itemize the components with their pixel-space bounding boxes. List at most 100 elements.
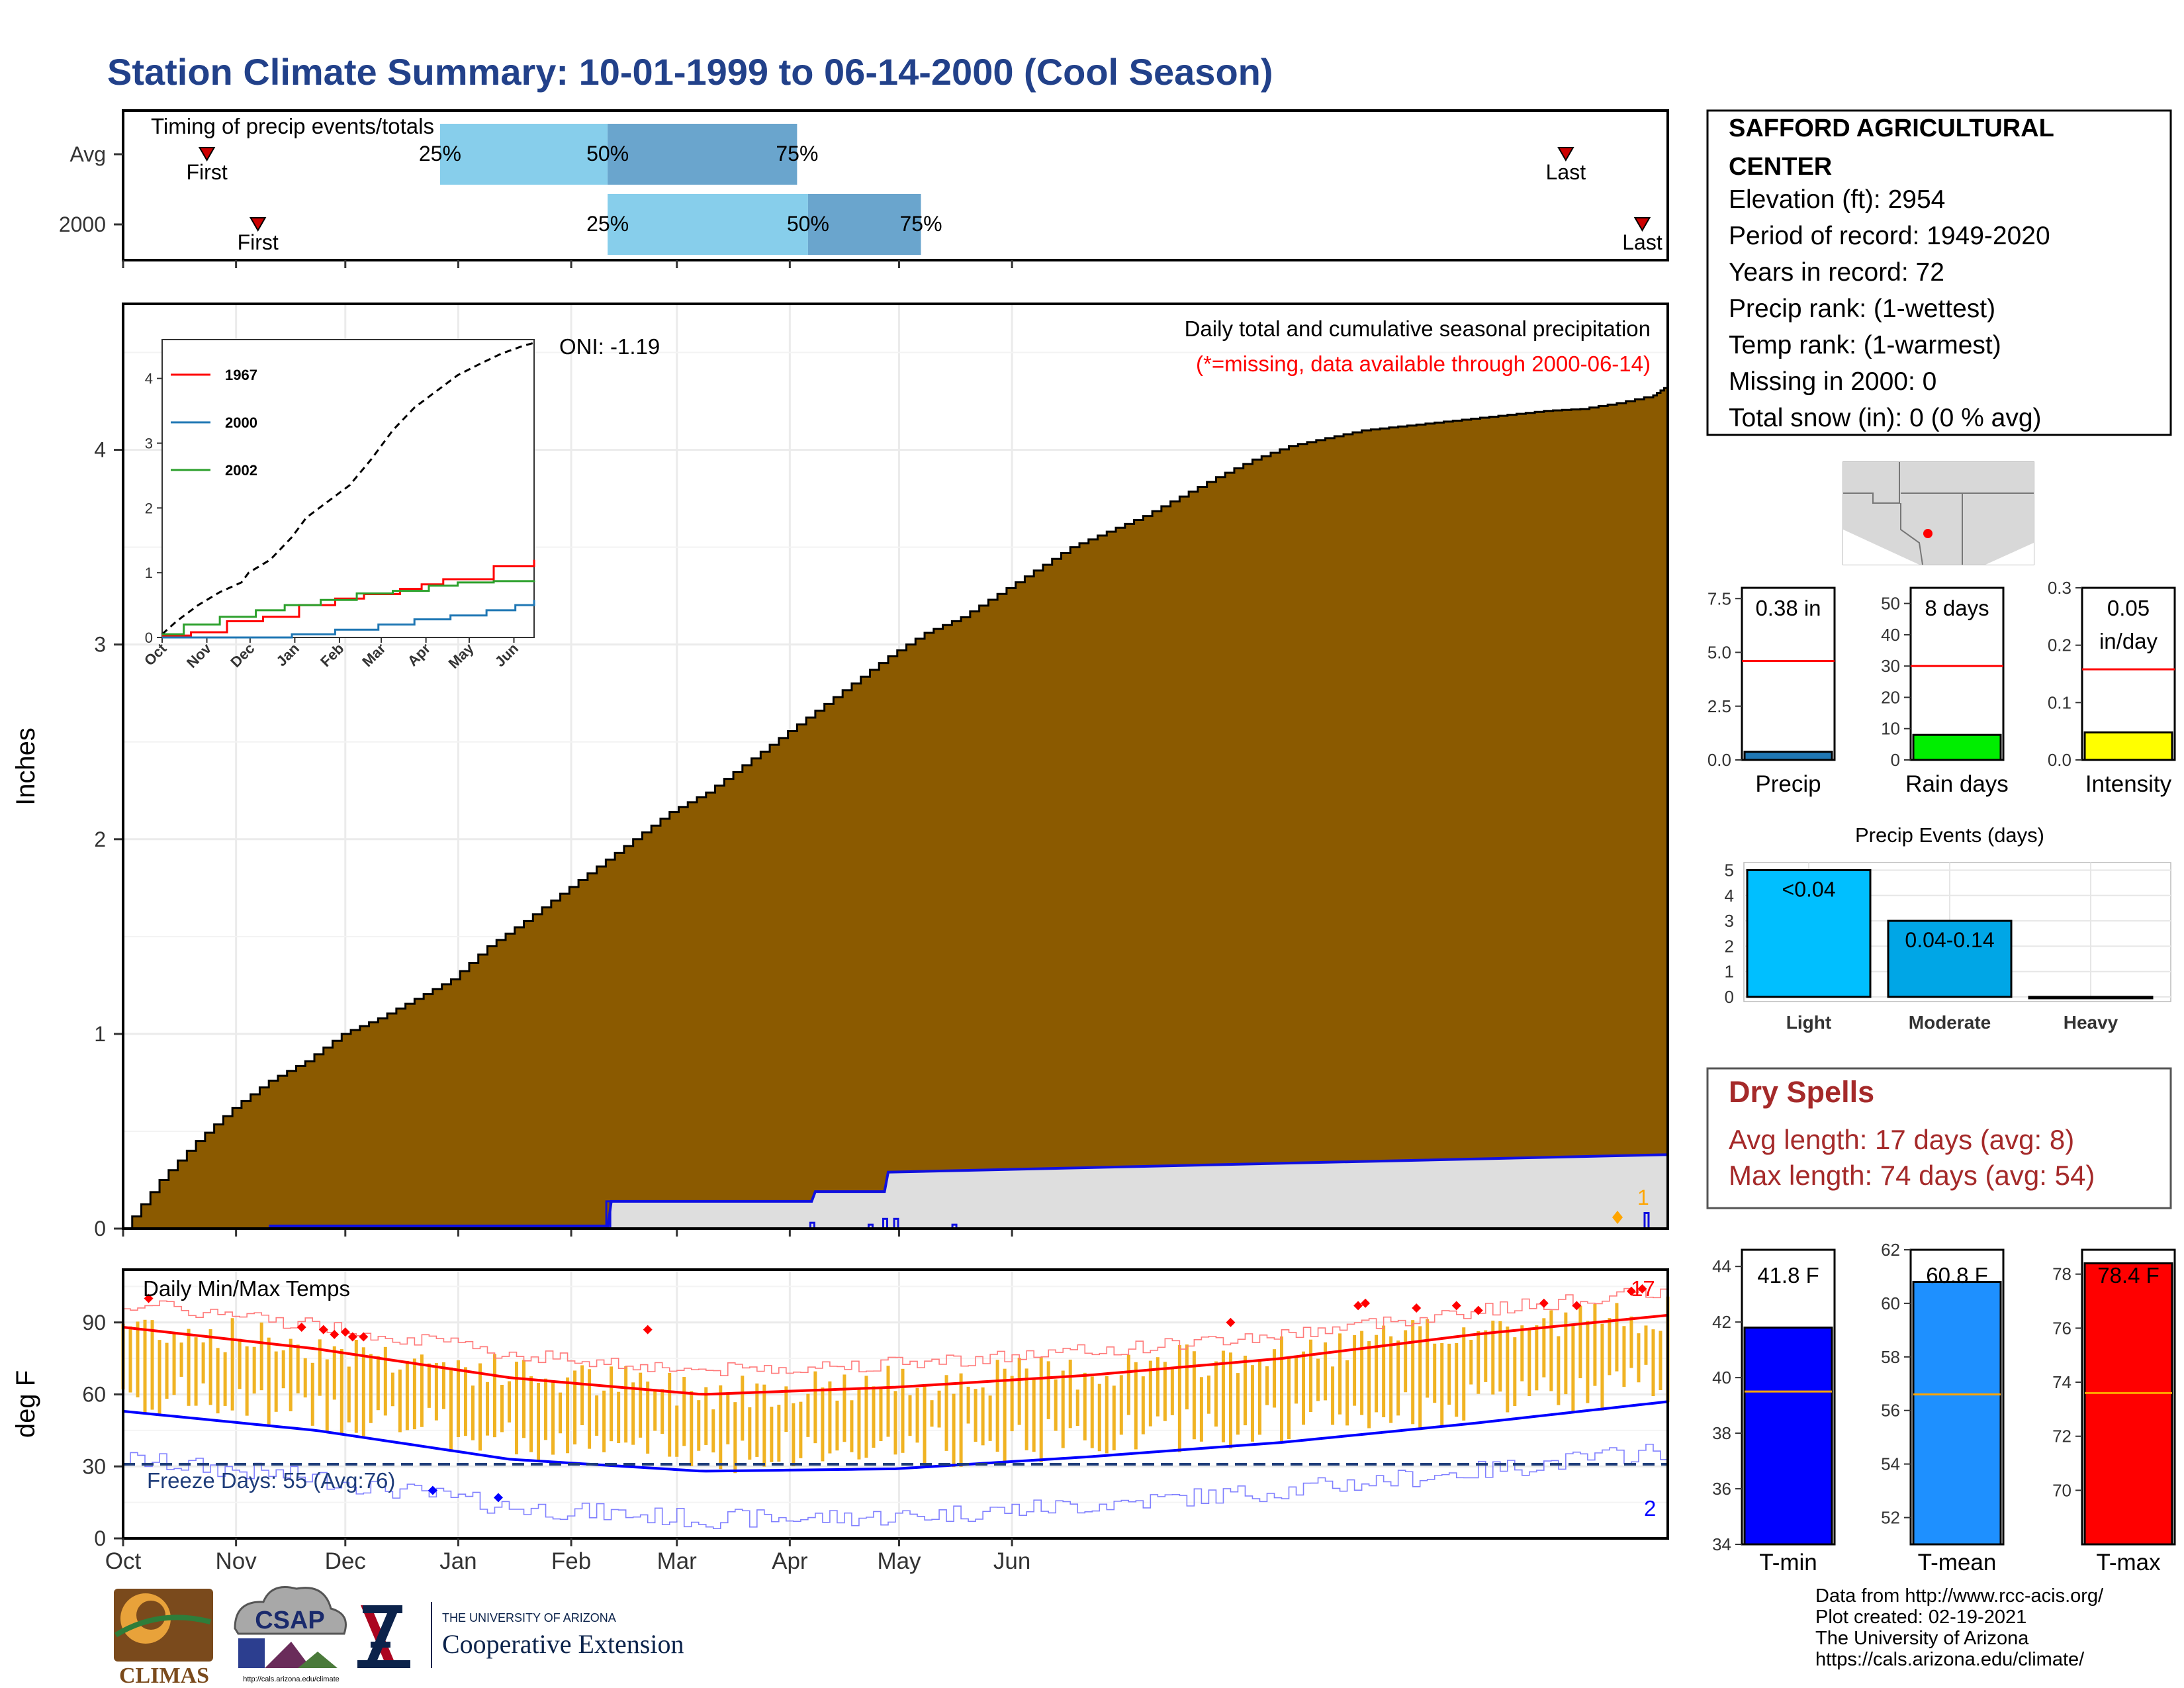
dry-spells-title: Dry Spells: [1729, 1075, 1874, 1109]
precip-event-category-label: Moderate: [1909, 1012, 1991, 1033]
record-high-marker: [144, 1293, 154, 1303]
temp-range-bar: [1491, 1321, 1495, 1395]
temp-summary-bar: [1912, 1281, 2002, 1546]
temp-range-bar: [1477, 1331, 1480, 1394]
record-high-marker: [1226, 1317, 1236, 1327]
record-high-marker: [296, 1323, 306, 1332]
temp-range-bar: [1185, 1344, 1189, 1410]
temp-range-bar: [150, 1320, 154, 1410]
temp-summary-label: T-min: [1759, 1550, 1817, 1575]
record-high-marker: [330, 1329, 340, 1339]
record-high-marker: [1572, 1301, 1582, 1311]
temp-range-bar: [1659, 1331, 1662, 1391]
record-high-marker: [318, 1325, 328, 1335]
precip-missing-note: (*=missing, data available through 2000-…: [1196, 352, 1651, 376]
footer-source: Data from http://www.rcc-acis.org/: [1815, 1585, 2104, 1607]
temp-range-bar: [711, 1409, 715, 1453]
temp-range-bar: [1535, 1325, 1539, 1391]
temp-summary-ytick-label: 78: [2052, 1264, 2071, 1284]
temp-range-bar: [303, 1358, 307, 1398]
precip-ytick-label: 1: [94, 1022, 106, 1046]
small-bar-ytick-label: 2.5: [1707, 696, 1731, 716]
temp-range-bar: [886, 1366, 890, 1437]
month-label: Feb: [551, 1548, 591, 1574]
precip-ytick-label: 3: [94, 633, 106, 657]
month-label: Nov: [216, 1548, 257, 1574]
timing-first-marker: [198, 147, 216, 162]
temp-range-bar: [551, 1381, 555, 1455]
precip-note: Daily total and cumulative seasonal prec…: [1185, 316, 1651, 341]
precip-event-bar: [2028, 996, 2154, 1000]
temp-ytick-label: 0: [94, 1526, 106, 1550]
small-bar-chart: 0.38 in 0.0 2.5 5.0 7.5 Precip: [1707, 586, 1836, 797]
temp-range-bar: [675, 1405, 679, 1457]
precip-ytick-label: 4: [94, 438, 106, 462]
temp-range-bar: [1404, 1330, 1408, 1393]
temp-range-bar: [559, 1392, 563, 1434]
station-name: SAFFORD AGRICULTURAL: [1729, 115, 2054, 142]
temp-range-bar: [595, 1395, 599, 1436]
temp-summary-ytick-label: 40: [1712, 1368, 1731, 1387]
temp-range-bar: [1527, 1328, 1531, 1397]
temp-range-bar: [427, 1363, 431, 1408]
small-bar-value: 8 days: [1925, 596, 1989, 620]
temp-range-bar: [463, 1367, 467, 1436]
temp-range-bar: [1250, 1365, 1254, 1442]
timing-bar-25-50: [608, 194, 808, 255]
record-high-marker: [1451, 1301, 1461, 1311]
inset-ytick-label: 2: [145, 500, 153, 516]
temp-range-bar: [1513, 1337, 1517, 1407]
temp-summary-label: T-mean: [1918, 1550, 1997, 1575]
temp-range-bar: [1462, 1327, 1466, 1421]
station-period: Period of record: 1949-2020: [1729, 222, 2050, 250]
temp-range-bar: [682, 1377, 686, 1446]
small-bar-ytick-label: 10: [1881, 719, 1900, 739]
temp-range-bar: [405, 1360, 409, 1430]
timing-row-label-2000: 2000: [59, 212, 106, 236]
daily-temp-range-bars: [121, 1296, 1670, 1474]
temp-range-bar: [981, 1387, 985, 1446]
temp-range-bar: [441, 1362, 445, 1409]
small-bar-ytick-label: 0.0: [2048, 750, 2071, 770]
temp-range-bar: [646, 1382, 650, 1454]
temp-range-bar: [1600, 1323, 1604, 1411]
temp-ytick-label: 30: [82, 1454, 106, 1478]
temp-range-bar: [1003, 1368, 1007, 1464]
temp-summary-value: 41.8 F: [1757, 1263, 1819, 1288]
average-min-line: [122, 1400, 1668, 1473]
temp-range-bar: [1549, 1310, 1553, 1391]
temp-range-bar: [733, 1402, 737, 1474]
temp-summary-ytick-label: 42: [1712, 1312, 1731, 1332]
temp-range-bar: [252, 1346, 256, 1394]
footer-created: Plot created: 02-19-2021: [1815, 1607, 2026, 1628]
precip-event-ytick-label: 3: [1725, 911, 1734, 931]
station-temp-rank: Temp rank: (1-warmest): [1729, 331, 2001, 359]
temp-range-bar: [471, 1385, 475, 1440]
temp-range-bar: [1228, 1352, 1232, 1449]
record-high-marker: [1539, 1298, 1549, 1308]
temp-range-bar: [1192, 1351, 1196, 1440]
temp-range-bar: [784, 1386, 788, 1432]
temp-range-bar: [165, 1342, 169, 1399]
temp-panel-label: Daily Min/Max Temps: [143, 1276, 350, 1301]
record-high-marker: [347, 1332, 357, 1342]
temp-range-bar: [1170, 1368, 1174, 1415]
temp-range-bar: [653, 1391, 657, 1431]
precip-event-category-label: Heavy: [2064, 1012, 2118, 1033]
station-info-box: SAFFORD AGRICULTURAL CENTER Elevation (f…: [1706, 109, 2172, 436]
record-low-marker: [493, 1493, 503, 1503]
freeze-days-label: Freeze Days: 55 (Avg:76): [147, 1468, 395, 1493]
temp-range-bar: [1287, 1356, 1291, 1440]
record-high-marker: [1473, 1305, 1483, 1315]
temp-range-bar: [1586, 1321, 1590, 1403]
timing-first-marker: [249, 217, 267, 232]
temp-range-bar: [194, 1337, 198, 1406]
station-snow: Total snow (in): 0 (0 % avg): [1729, 404, 2042, 432]
timing-first-label: First: [187, 160, 228, 184]
precip-event-bar: [1887, 919, 2013, 998]
temp-summary-ytick-label: 56: [1881, 1401, 1900, 1421]
record-low-count: 2: [1644, 1496, 1656, 1521]
temp-range-bar: [1010, 1376, 1014, 1432]
temp-range-bar: [580, 1365, 584, 1425]
temp-summary-value: 78.4 F: [2097, 1263, 2160, 1288]
